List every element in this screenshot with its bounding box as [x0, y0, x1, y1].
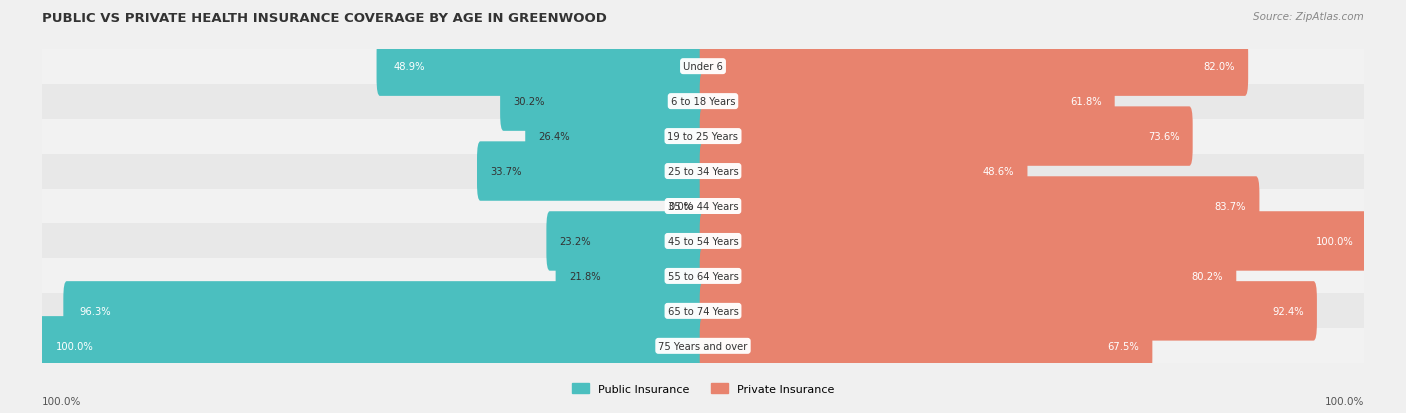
Text: 6 to 18 Years: 6 to 18 Years [671, 97, 735, 107]
Text: 35 to 44 Years: 35 to 44 Years [668, 202, 738, 211]
Bar [42, 294, 1364, 329]
Text: 67.5%: 67.5% [1108, 341, 1139, 351]
FancyBboxPatch shape [700, 72, 1115, 131]
FancyBboxPatch shape [700, 142, 1028, 201]
FancyBboxPatch shape [501, 72, 706, 131]
Bar [42, 154, 1364, 189]
Text: 48.6%: 48.6% [983, 166, 1014, 177]
Text: 30.2%: 30.2% [513, 97, 546, 107]
Bar [42, 224, 1364, 259]
FancyBboxPatch shape [477, 142, 706, 201]
FancyBboxPatch shape [547, 212, 706, 271]
Text: 55 to 64 Years: 55 to 64 Years [668, 271, 738, 281]
Legend: Public Insurance, Private Insurance: Public Insurance, Private Insurance [568, 379, 838, 399]
FancyBboxPatch shape [700, 316, 1153, 376]
Text: 26.4%: 26.4% [538, 132, 569, 142]
Text: 45 to 54 Years: 45 to 54 Years [668, 236, 738, 247]
Text: 19 to 25 Years: 19 to 25 Years [668, 132, 738, 142]
Text: 21.8%: 21.8% [569, 271, 600, 281]
FancyBboxPatch shape [700, 247, 1236, 306]
FancyBboxPatch shape [700, 212, 1367, 271]
Text: 92.4%: 92.4% [1272, 306, 1303, 316]
Text: 100.0%: 100.0% [55, 341, 93, 351]
Bar [42, 50, 1364, 84]
Bar [42, 84, 1364, 119]
Text: 100.0%: 100.0% [1324, 396, 1364, 406]
Text: 83.7%: 83.7% [1215, 202, 1246, 211]
FancyBboxPatch shape [63, 282, 706, 341]
Text: Source: ZipAtlas.com: Source: ZipAtlas.com [1253, 12, 1364, 22]
Text: 100.0%: 100.0% [1316, 236, 1354, 247]
Text: 73.6%: 73.6% [1147, 132, 1180, 142]
Text: 100.0%: 100.0% [42, 396, 82, 406]
Text: 0.0%: 0.0% [668, 202, 693, 211]
Text: 48.9%: 48.9% [394, 62, 425, 72]
Text: 25 to 34 Years: 25 to 34 Years [668, 166, 738, 177]
Text: Under 6: Under 6 [683, 62, 723, 72]
FancyBboxPatch shape [700, 282, 1317, 341]
FancyBboxPatch shape [555, 247, 706, 306]
Bar [42, 119, 1364, 154]
Text: 80.2%: 80.2% [1191, 271, 1223, 281]
Text: 75 Years and over: 75 Years and over [658, 341, 748, 351]
Text: 61.8%: 61.8% [1070, 97, 1101, 107]
FancyBboxPatch shape [700, 177, 1260, 236]
Text: 96.3%: 96.3% [80, 306, 111, 316]
FancyBboxPatch shape [39, 316, 706, 376]
Text: 23.2%: 23.2% [560, 236, 592, 247]
FancyBboxPatch shape [700, 107, 1192, 166]
FancyBboxPatch shape [526, 107, 706, 166]
FancyBboxPatch shape [700, 37, 1249, 97]
Bar [42, 259, 1364, 294]
FancyBboxPatch shape [377, 37, 706, 97]
Text: PUBLIC VS PRIVATE HEALTH INSURANCE COVERAGE BY AGE IN GREENWOOD: PUBLIC VS PRIVATE HEALTH INSURANCE COVER… [42, 12, 607, 25]
Text: 82.0%: 82.0% [1204, 62, 1234, 72]
Text: 65 to 74 Years: 65 to 74 Years [668, 306, 738, 316]
Bar [42, 189, 1364, 224]
Bar [42, 329, 1364, 363]
Text: 33.7%: 33.7% [491, 166, 522, 177]
